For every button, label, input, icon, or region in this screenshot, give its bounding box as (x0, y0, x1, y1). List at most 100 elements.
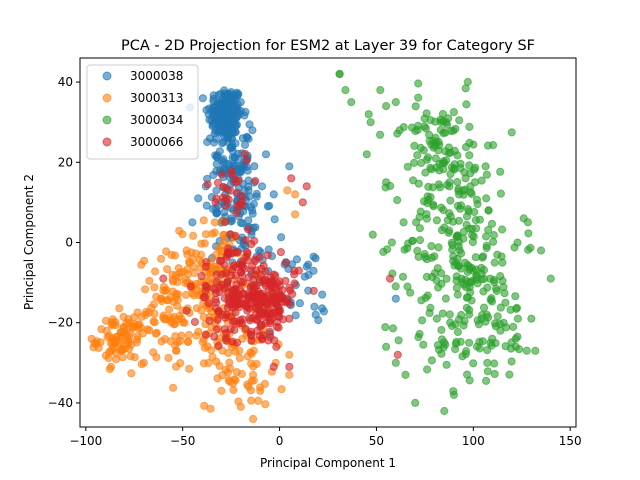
data-point (434, 283, 443, 292)
data-point (511, 292, 520, 301)
data-point (496, 167, 505, 176)
data-point (393, 196, 402, 205)
x-axis-label: Principal Component 1 (260, 456, 396, 470)
data-point (466, 288, 475, 297)
data-point (382, 178, 391, 187)
data-point (149, 317, 158, 326)
data-point (221, 365, 230, 374)
data-point (260, 379, 269, 389)
data-point (403, 282, 412, 291)
data-point (217, 386, 226, 395)
data-point (200, 293, 210, 302)
data-point (519, 214, 528, 223)
data-point (477, 314, 486, 323)
data-point (388, 324, 398, 333)
data-point (236, 402, 245, 411)
legend-marker (102, 93, 112, 103)
data-point (231, 376, 240, 385)
data-point (376, 86, 385, 95)
data-point (228, 140, 237, 149)
data-point (444, 114, 453, 123)
data-point (172, 346, 181, 355)
data-point (414, 79, 423, 88)
data-point (233, 188, 242, 197)
data-point (150, 283, 159, 292)
data-point (469, 267, 478, 276)
data-point (238, 200, 247, 210)
data-point (252, 297, 261, 306)
data-point (419, 146, 428, 155)
data-point (120, 329, 129, 338)
data-point (512, 303, 522, 312)
data-point (465, 306, 474, 315)
data-point (201, 230, 211, 239)
data-point (391, 282, 400, 291)
data-point (244, 186, 253, 195)
data-point (198, 94, 207, 103)
data-point (152, 328, 161, 337)
data-point (454, 216, 463, 225)
legend-label: 3000038 (130, 69, 183, 83)
data-point (119, 312, 128, 321)
data-point (240, 149, 250, 158)
data-point (490, 359, 499, 368)
data-point (285, 370, 294, 379)
data-point (537, 246, 546, 255)
data-point (217, 170, 226, 179)
data-point (442, 360, 451, 369)
data-point (465, 338, 474, 347)
data-point (272, 342, 281, 351)
data-point (231, 263, 240, 272)
data-point (443, 216, 452, 225)
x-axis-ticks: −100 −50 0 50 100 150 (69, 427, 582, 448)
data-point (382, 102, 391, 111)
data-point (426, 193, 435, 202)
data-point (526, 243, 535, 252)
data-point (226, 100, 235, 109)
data-point (427, 356, 436, 365)
data-point (251, 257, 260, 266)
data-point (475, 215, 484, 224)
data-point (248, 281, 258, 290)
data-point (495, 319, 505, 329)
y-tick-label: 40 (58, 75, 73, 89)
data-point (479, 303, 489, 312)
data-point (309, 252, 318, 261)
data-point (422, 210, 431, 219)
data-point (444, 143, 453, 152)
data-point (501, 298, 510, 307)
data-point (199, 216, 208, 225)
x-tick-label: 100 (462, 434, 485, 448)
data-point (182, 306, 191, 315)
data-point (202, 105, 211, 115)
data-point (204, 299, 214, 308)
data-point (411, 102, 420, 111)
data-point (486, 274, 495, 283)
data-point (170, 251, 180, 260)
series-3000034 (335, 69, 555, 416)
data-point (415, 236, 425, 245)
data-point (203, 342, 212, 351)
data-point (190, 317, 199, 327)
data-point (161, 315, 170, 324)
data-point (237, 319, 246, 328)
data-point (454, 242, 463, 251)
data-point (427, 242, 436, 251)
x-tick-label: 50 (369, 434, 384, 448)
y-axis-ticks: −40 −20 0 20 40 (48, 75, 80, 410)
data-point (267, 283, 277, 292)
data-point (410, 158, 419, 167)
data-point (310, 302, 319, 311)
data-point (489, 231, 498, 240)
data-point (432, 314, 441, 323)
data-point (201, 262, 210, 271)
legend-label: 3000066 (130, 135, 183, 149)
data-point (437, 325, 446, 335)
data-point (432, 276, 441, 285)
data-point (247, 396, 256, 405)
data-point (145, 326, 154, 335)
data-point (201, 330, 210, 339)
data-point (245, 314, 254, 323)
data-point (221, 113, 230, 122)
